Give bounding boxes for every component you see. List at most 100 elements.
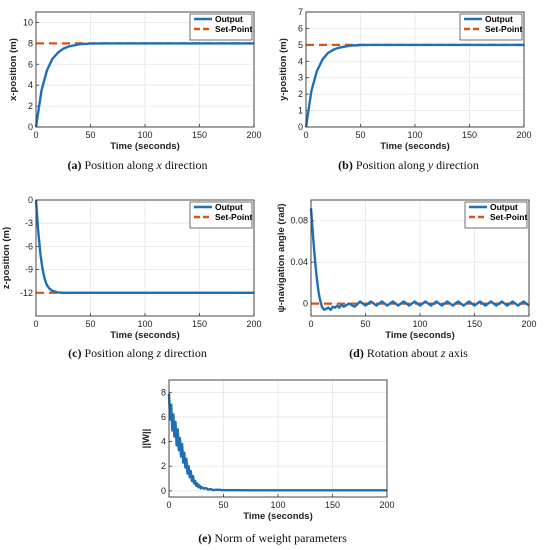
series-line-output (34, 199, 254, 294)
legend-label-set-point: Set-Point (215, 212, 252, 222)
tick-label-y: 0 (303, 299, 308, 309)
tick-label-x: 0 (166, 500, 171, 510)
tick-label-x: 0 (33, 130, 38, 140)
tick-label-y: -3 (25, 218, 33, 228)
chart-panel-3: 0 50 100 150 200 0 0.04 0.08 Time (seconds) ψ-nav… (276, 199, 537, 341)
caption-text: Position along (84, 158, 157, 172)
legend-label-set-point: Set-Point (215, 24, 252, 34)
tick-label-x: 50 (355, 130, 365, 140)
series-line-output (309, 208, 530, 311)
axes-frame (35, 11, 255, 128)
tick-label-x: 100 (270, 500, 285, 510)
caption-tag: (d) (349, 346, 364, 360)
tick-label-x: 200 (246, 319, 261, 329)
axes-frame (305, 11, 525, 128)
tick-label-y: 4 (298, 56, 303, 66)
caption-text: Position along (84, 346, 157, 360)
tick-label-y: 2 (298, 89, 303, 99)
legend-label-set-point: Set-Point (485, 24, 522, 34)
legend-label-output: Output (485, 14, 513, 24)
caption-text: direction (433, 158, 479, 172)
tick-label-x: 100 (137, 130, 152, 140)
series-line-output (34, 42, 254, 128)
chart-panel-2: 0 50 100 150 200 0 -3 -6 -9 -12 Time (seconds) z-po… (1, 195, 262, 341)
tick-label-y: 0.08 (290, 216, 308, 226)
tick-label-x: 200 (516, 130, 531, 140)
caption-b: (b) Position along y direction (276, 158, 541, 173)
caption-text: axis (445, 346, 468, 360)
chart-panel-4: 0 50 100 150 200 0 2 4 6 8 Time (seconds) ||W|| (141, 379, 395, 522)
caption-variable: z (156, 346, 162, 360)
caption-d: (d) Rotation about z axis (276, 346, 541, 361)
caption-text: direction (161, 158, 208, 172)
tick-label-y: -12 (20, 288, 33, 298)
tick-label-y: 6 (161, 412, 166, 422)
tick-label-y: 0 (28, 122, 33, 132)
tick-label-x: 200 (246, 130, 261, 140)
tick-label-y: 6 (28, 59, 33, 69)
y-axis-label: y-position (m) (278, 38, 289, 101)
tick-label-y: -6 (25, 241, 33, 251)
tick-label-x: 150 (192, 319, 207, 329)
caption-c: (c) Position along z direction (5, 346, 270, 361)
x-axis-label: Time (seconds) (110, 141, 180, 152)
chart-panel-1: 0 50 100 150 200 0 1 2 3 4 5 6 7 Time (seconds) y-posi… (278, 7, 532, 152)
axes-frame (168, 379, 388, 498)
caption-text: direction (161, 346, 207, 360)
tick-label-x: 150 (325, 500, 340, 510)
tick-label-y: 0 (161, 486, 166, 496)
tick-label-x: 200 (521, 319, 536, 329)
tick-label-x: 100 (412, 319, 427, 329)
x-axis-label: Time (seconds) (243, 511, 313, 522)
tick-label-x: 150 (462, 130, 477, 140)
tick-label-x: 0 (303, 130, 308, 140)
tick-label-y: 1 (298, 106, 303, 116)
chart-panel-0: 0 50 100 150 200 0 2 4 6 8 10 Time (seconds) x-posit… (8, 11, 262, 152)
legend-label-output: Output (215, 14, 243, 24)
tick-label-y: 5 (298, 40, 303, 50)
legend-label-output: Output (215, 202, 243, 212)
tick-label-y: 0 (28, 195, 33, 205)
tick-label-y: 8 (28, 38, 33, 48)
caption-variable: z (440, 346, 446, 360)
caption-a: (a) Position along x direction (5, 158, 270, 173)
caption-text: Position along (355, 158, 428, 172)
caption-variable: y (427, 158, 434, 172)
tick-label-y: 6 (298, 23, 303, 33)
series-line-output (167, 393, 387, 492)
tick-label-x: 150 (192, 130, 207, 140)
y-axis-label: x-position (m) (8, 38, 19, 101)
tick-label-x: 50 (218, 500, 228, 510)
caption-tag: (e) (198, 531, 212, 545)
x-axis-label: Time (seconds) (380, 141, 450, 152)
tick-label-x: 100 (407, 130, 422, 140)
tick-label-y: 0.04 (290, 257, 308, 267)
tick-label-y: 0 (298, 122, 303, 132)
y-axis-label: z-position (m) (1, 227, 12, 289)
tick-label-y: 4 (161, 437, 166, 447)
tick-label-y: -9 (25, 265, 33, 275)
y-axis-label: ψ-navigation angle (rad) (276, 203, 287, 312)
legend-label-output: Output (490, 202, 518, 212)
axes-frame (35, 199, 255, 317)
caption-e: (e) Norm of weight parameters (140, 531, 405, 546)
series-line-output (304, 43, 524, 128)
caption-text: Rotation about (366, 346, 441, 360)
tick-label-x: 0 (33, 319, 38, 329)
tick-label-x: 50 (360, 319, 370, 329)
tick-label-y: 7 (298, 7, 303, 17)
y-axis-label: ||W|| (141, 429, 152, 449)
x-axis-label: Time (seconds) (385, 330, 455, 341)
tick-label-y: 8 (161, 387, 166, 397)
tick-label-y: 4 (28, 80, 33, 90)
x-axis-label: Time (seconds) (110, 330, 180, 341)
tick-label-x: 200 (379, 500, 394, 510)
caption-tag: (c) (68, 346, 82, 360)
legend-label-set-point: Set-Point (490, 212, 527, 222)
tick-label-x: 100 (137, 319, 152, 329)
